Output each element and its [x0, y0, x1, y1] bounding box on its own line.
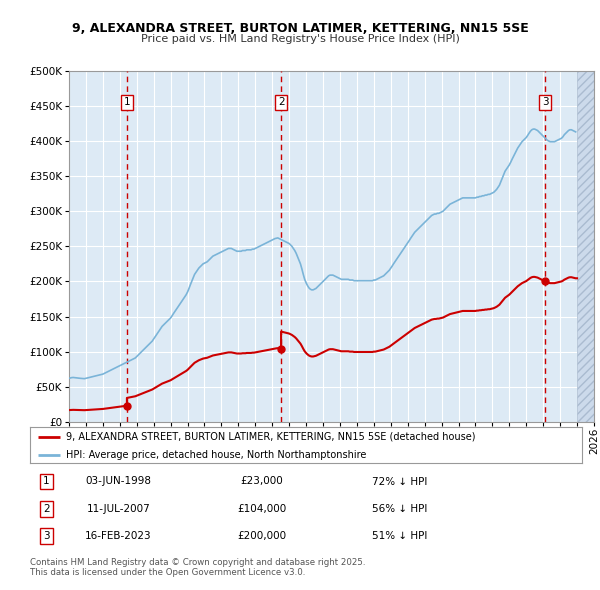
Text: £200,000: £200,000: [237, 531, 286, 541]
Text: £104,000: £104,000: [237, 504, 286, 514]
Text: 16-FEB-2023: 16-FEB-2023: [85, 531, 152, 541]
Text: 1: 1: [43, 477, 50, 487]
Text: 2: 2: [278, 97, 284, 107]
Text: £23,000: £23,000: [241, 477, 283, 487]
Text: 9, ALEXANDRA STREET, BURTON LATIMER, KETTERING, NN15 5SE: 9, ALEXANDRA STREET, BURTON LATIMER, KET…: [71, 22, 529, 35]
Text: 72% ↓ HPI: 72% ↓ HPI: [372, 477, 428, 487]
Bar: [577, 71, 594, 422]
Text: 3: 3: [542, 97, 548, 107]
Text: 3: 3: [43, 531, 50, 541]
Text: 03-JUN-1998: 03-JUN-1998: [85, 477, 151, 487]
Text: 11-JUL-2007: 11-JUL-2007: [86, 504, 150, 514]
Text: Price paid vs. HM Land Registry's House Price Index (HPI): Price paid vs. HM Land Registry's House …: [140, 34, 460, 44]
Text: 1: 1: [124, 97, 130, 107]
Text: 56% ↓ HPI: 56% ↓ HPI: [372, 504, 428, 514]
Text: Contains HM Land Registry data © Crown copyright and database right 2025.
This d: Contains HM Land Registry data © Crown c…: [30, 558, 365, 577]
Text: HPI: Average price, detached house, North Northamptonshire: HPI: Average price, detached house, Nort…: [66, 450, 366, 460]
Text: 51% ↓ HPI: 51% ↓ HPI: [372, 531, 428, 541]
Text: 2: 2: [43, 504, 50, 514]
Text: 9, ALEXANDRA STREET, BURTON LATIMER, KETTERING, NN15 5SE (detached house): 9, ALEXANDRA STREET, BURTON LATIMER, KET…: [66, 432, 475, 442]
